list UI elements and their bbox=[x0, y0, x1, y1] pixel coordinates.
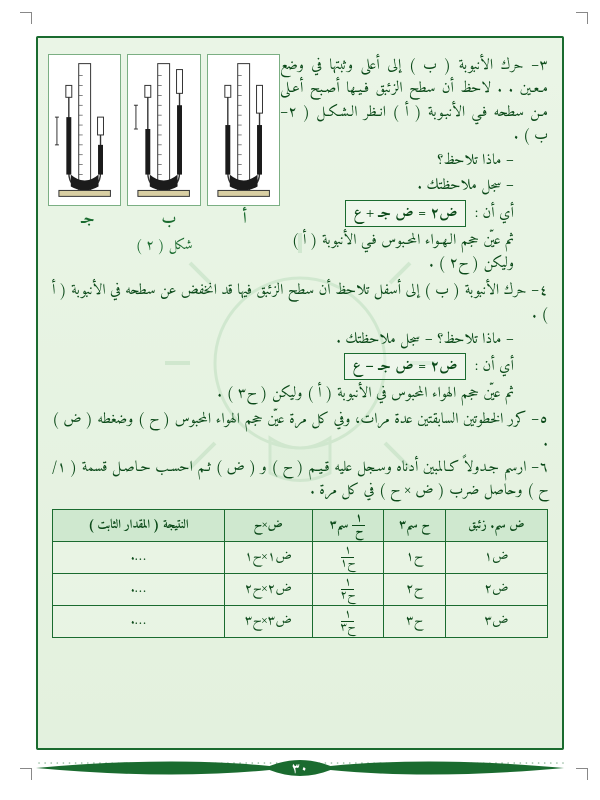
eq1-intro: أي أن : bbox=[475, 200, 514, 227]
fig-label-b: ب bbox=[161, 208, 176, 233]
cell-pressure: ض٢ bbox=[445, 573, 547, 605]
cell-volume: ح٣ bbox=[383, 605, 445, 637]
para-4: ٤– حرك الأنبوبة ( ب ) إلى أسفل تلاحظ أن … bbox=[52, 279, 548, 326]
equation-2: ض٢ = ض جـ − ع bbox=[344, 353, 467, 380]
table-row: ض١ح١١ح١ض١×ح١…. bbox=[53, 541, 548, 573]
page-number: ٣٠ bbox=[292, 756, 308, 781]
cell-inverse: ١ح٢ bbox=[312, 573, 383, 605]
th-inverse: ١ح سم٣ bbox=[312, 509, 383, 541]
eq2-intro: أي أن : bbox=[475, 353, 514, 380]
cell-inverse: ١ح٣ bbox=[312, 605, 383, 637]
cell-pressure: ض٣ bbox=[445, 605, 547, 637]
table-header-row: ض سم. زئبق ح سم٣ ١ح سم٣ ض×ح النتيجة ( ال… bbox=[53, 509, 548, 541]
table-body: ض١ح١١ح١ض١×ح١….ض٢ح٢١ح٢ض٢×ح٢….ض٣ح٣١ح٣ض٣×ح٣… bbox=[53, 541, 548, 637]
cell-result: …. bbox=[53, 605, 225, 637]
tube-diagram-b bbox=[127, 54, 200, 206]
para-6: ٦– ارسم جـدولاً كـالمبين أدناه وسـجل علي… bbox=[52, 456, 548, 503]
cell-inverse: ١ح١ bbox=[312, 541, 383, 573]
table-row: ض٣ح٣١ح٣ض٣×ح٣…. bbox=[53, 605, 548, 637]
para-4-eq-line: أي أن : ض٢ = ض جـ − ع bbox=[52, 353, 548, 380]
cell-result: …. bbox=[53, 541, 225, 573]
para-4-question: – ماذا تلاحظ؟ – سجل ملاحظتك . bbox=[52, 328, 548, 351]
tube-diagram-a bbox=[207, 54, 280, 206]
th-result: النتيجة ( المقدار الثابت ) bbox=[53, 509, 225, 541]
table-row: ض٢ح٢١ح٢ض٢×ح٢…. bbox=[53, 573, 548, 605]
para-4-after: ثم عيّن حجم الهواء المحبوس في الأنبوبة (… bbox=[52, 382, 548, 405]
fig-label-c: جـ bbox=[81, 208, 94, 233]
para-5: ٥– كرر الخطوتين السابقتين عدة مرات، وفي … bbox=[52, 408, 548, 455]
th-product: ض×ح bbox=[224, 509, 312, 541]
data-table: ض سم. زئبق ح سم٣ ١ح سم٣ ض×ح النتيجة ( ال… bbox=[52, 509, 548, 638]
th-volume: ح سم٣ bbox=[383, 509, 445, 541]
cell-product: ض١×ح١ bbox=[224, 541, 312, 573]
figure-panel: أ ب جـ شكل ( ٢ ) bbox=[48, 54, 280, 256]
cell-volume: ح١ bbox=[383, 541, 445, 573]
equation-1: ض٢ = ض جـ + ع bbox=[345, 200, 467, 227]
th-pressure: ض سم. زئبق bbox=[445, 509, 547, 541]
figure-sublabels: أ ب جـ bbox=[48, 208, 280, 233]
cell-pressure: ض١ bbox=[445, 541, 547, 573]
figure-caption: شكل ( ٢ ) bbox=[48, 235, 280, 257]
page-footer: ٣٠ bbox=[36, 754, 564, 782]
cell-product: ض٣×ح٣ bbox=[224, 605, 312, 637]
cell-volume: ح٢ bbox=[383, 573, 445, 605]
fig-label-a: أ bbox=[243, 208, 247, 233]
cell-result: …. bbox=[53, 573, 225, 605]
cell-product: ض٢×ح٢ bbox=[224, 573, 312, 605]
page-frame: أ ب جـ شكل ( ٢ ) ٣– حرك الأنبوبة ( ب ) إ… bbox=[36, 36, 564, 750]
content: أ ب جـ شكل ( ٢ ) ٣– حرك الأنبوبة ( ب ) إ… bbox=[52, 54, 548, 638]
tube-diagram-c bbox=[48, 54, 121, 206]
